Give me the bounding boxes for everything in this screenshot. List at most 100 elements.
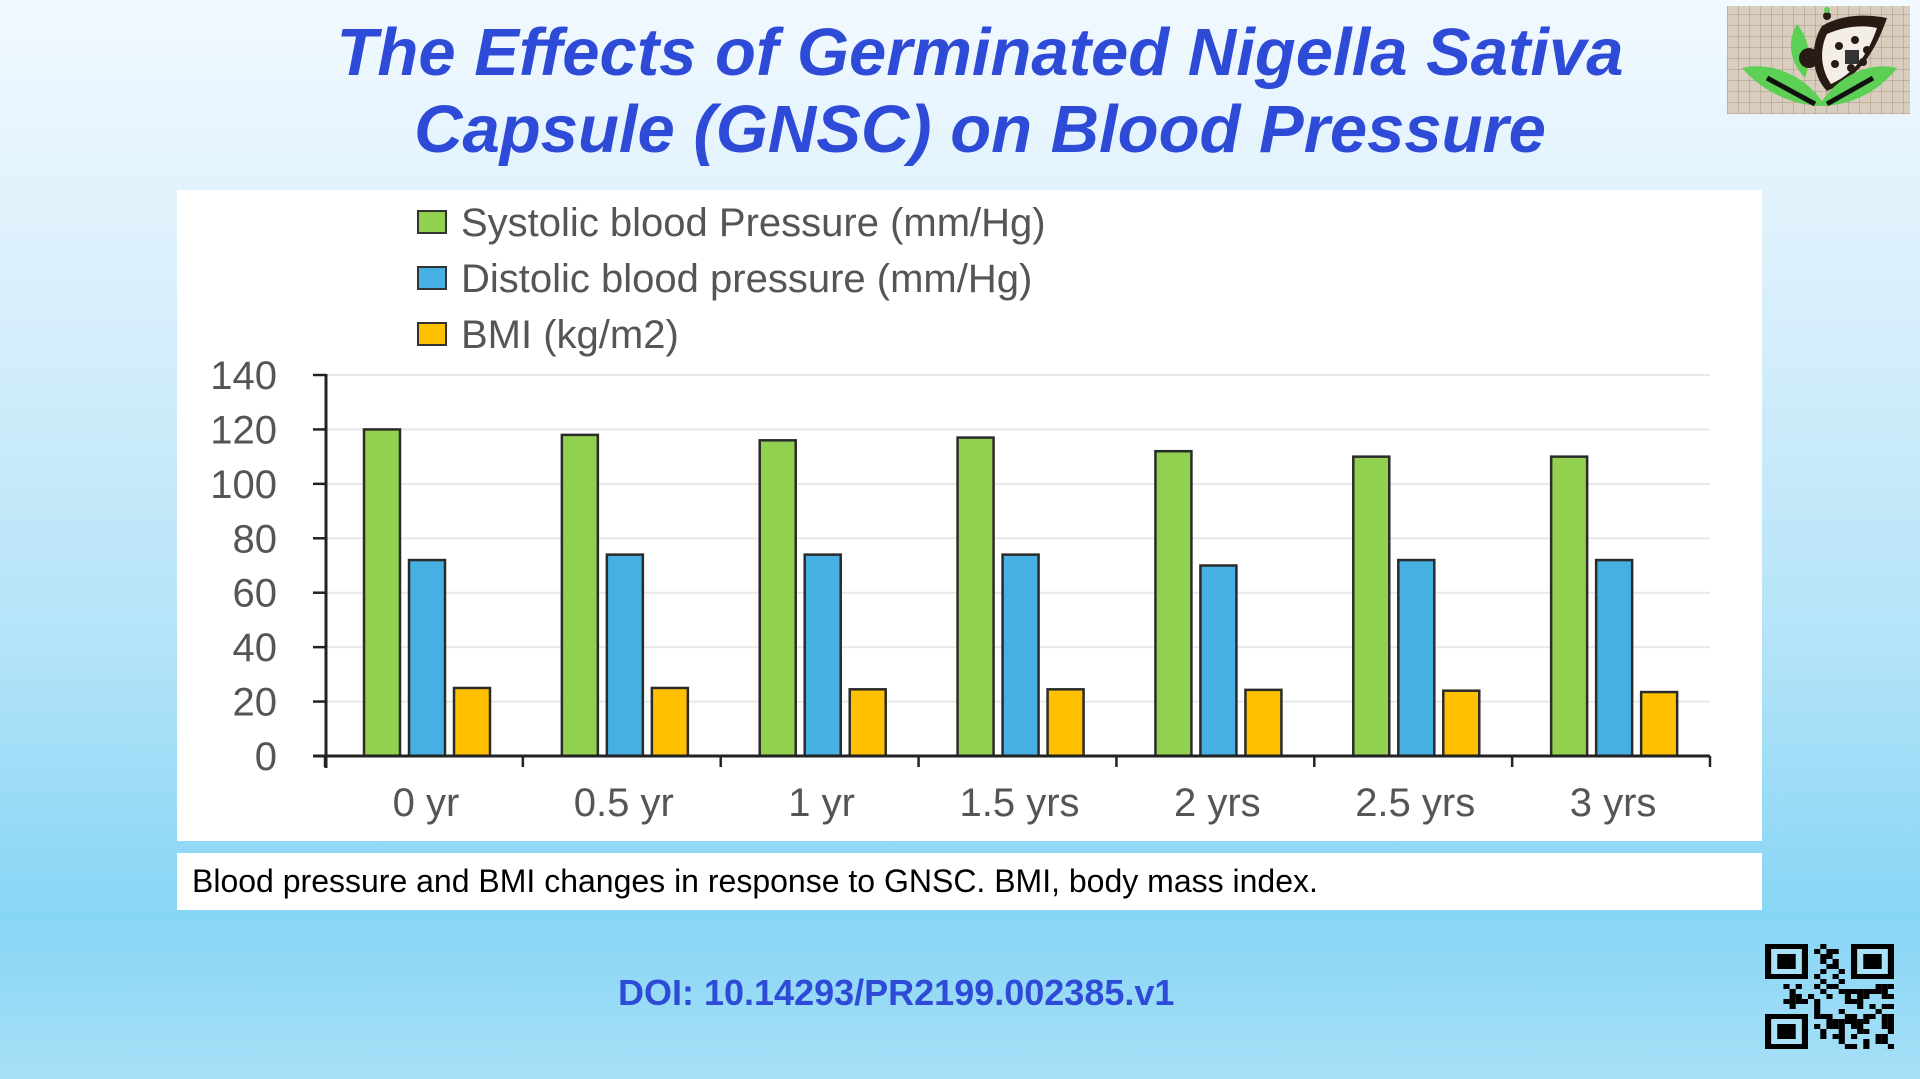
x-axis: 0 yr 0.5 yr 1 yr 1.5 yrs 2 yrs 2.5 yrs 3 yrs [313, 754, 1712, 825]
qr-module [1857, 1019, 1864, 1024]
qr-module [1887, 994, 1894, 999]
qr-module [1844, 999, 1851, 1004]
qr-module [1851, 999, 1858, 1004]
qr-module [1881, 1014, 1888, 1019]
doi-link[interactable]: DOI: 10.14293/PR2199.002385.v1 [618, 972, 1175, 1013]
chart-legend: Systolic blood Pressure (mm/Hg) Distolic … [417, 201, 1046, 357]
x-tick-label: 0.5 yr [574, 781, 674, 825]
qr-module [1881, 989, 1888, 994]
bar-systolic-1 [560, 433, 600, 758]
bar-distolic-5 [1397, 558, 1436, 758]
qr-module [1887, 1019, 1894, 1024]
legend-swatch-1 [417, 266, 447, 290]
qr-module [1863, 954, 1882, 969]
qr-module [1844, 1044, 1851, 1049]
qr-module [1869, 1014, 1876, 1019]
qr-module [1881, 1039, 1888, 1044]
qr-module [1808, 994, 1815, 999]
qr-module [1838, 989, 1845, 994]
qr-module [1869, 1004, 1876, 1009]
legend-swatch-2 [417, 322, 447, 346]
bar-bmi-1 [650, 686, 690, 758]
qr-module [1826, 1024, 1833, 1029]
x-tick-label: 2.5 yrs [1355, 781, 1475, 825]
qr-module [1820, 1029, 1827, 1034]
qr-module [1814, 1009, 1821, 1014]
bar-distolic-1 [605, 553, 645, 758]
qr-module [1857, 1029, 1864, 1034]
qr-module [1863, 989, 1870, 994]
qr-module [1832, 1034, 1839, 1039]
qr-module [1814, 1004, 1821, 1009]
qr-module [1820, 1014, 1827, 1019]
qr-module [1851, 1044, 1858, 1049]
qr-module [1783, 999, 1790, 1004]
bar-distolic-0 [407, 558, 447, 758]
qr-module [1826, 964, 1833, 969]
bar-chart: Systolic blood Pressure (mm/Hg) Distolic … [210, 201, 1712, 825]
qr-module [1820, 1034, 1827, 1039]
y-tick-label: 0 [255, 735, 277, 779]
bar-systolic-6 [1549, 455, 1589, 758]
qr-module [1820, 989, 1827, 994]
qr-module [1814, 1024, 1821, 1029]
bar-systolic-2 [758, 439, 797, 758]
legend-swatch-0 [417, 210, 447, 234]
bar-bmi-4 [1244, 688, 1283, 758]
qr-module [1887, 984, 1894, 989]
qr-module [1826, 1014, 1833, 1019]
y-tick-label: 100 [210, 463, 277, 507]
y-tick-label: 60 [233, 572, 278, 616]
qr-module [1851, 1019, 1858, 1024]
qr-module [1826, 1019, 1833, 1024]
qr-module [1844, 1014, 1851, 1019]
qr-module [1863, 1039, 1870, 1044]
qr-code-icon [1765, 944, 1894, 1049]
figure-caption-box: Blood pressure and BMI changes in respon… [177, 853, 1762, 910]
x-tick-label: 3 yrs [1570, 781, 1657, 825]
qr-module [1838, 1009, 1845, 1014]
y-axis: 0 20 40 60 80 100 120 140 [210, 354, 328, 779]
qr-module [1844, 989, 1851, 994]
qr-module [1875, 984, 1882, 989]
qr-module [1851, 1024, 1858, 1029]
qr-module [1832, 959, 1839, 964]
bar-bmi-6 [1639, 690, 1679, 758]
qr-module [1863, 1014, 1870, 1019]
qr-module [1826, 994, 1833, 999]
qr-module [1881, 994, 1888, 999]
qr-module [1887, 1004, 1894, 1009]
y-tick-label: 20 [233, 681, 278, 725]
qr-module [1875, 1039, 1882, 1044]
bar-distolic-2 [803, 553, 842, 758]
y-tick-label: 140 [210, 354, 277, 398]
qr-module [1832, 1024, 1839, 1029]
legend-label-0: Systolic blood Pressure (mm/Hg) [461, 201, 1046, 245]
qr-module [1789, 1004, 1796, 1009]
qr-module [1832, 949, 1839, 954]
qr-module [1857, 1024, 1864, 1029]
bar-distolic-6 [1594, 558, 1634, 758]
qr-module [1881, 1019, 1888, 1024]
qr-module [1887, 1024, 1894, 1029]
x-tick-label: 2 yrs [1174, 781, 1261, 825]
legend-label-2: BMI (kg/m2) [461, 313, 679, 357]
qr-module [1777, 1024, 1796, 1039]
slide-title: The Effects of Germinated Nigella Sativa… [230, 14, 1730, 168]
qr-module [1863, 1019, 1870, 1024]
qr-module [1838, 979, 1845, 984]
qr-module [1838, 1029, 1845, 1034]
qr-module [1881, 1034, 1888, 1039]
qr-module [1820, 959, 1827, 964]
qr-module [1783, 984, 1790, 989]
qr-module [1832, 1019, 1839, 1024]
qr-module [1832, 984, 1839, 989]
qr-module [1814, 999, 1821, 1004]
qr-module [1851, 989, 1858, 994]
bar-distolic-4 [1199, 564, 1238, 758]
logo-icon [1727, 6, 1910, 114]
qr-module [1820, 954, 1827, 959]
x-tick-label: 1 yr [788, 781, 855, 825]
qr-module [1863, 1029, 1870, 1034]
bars [362, 428, 1679, 758]
